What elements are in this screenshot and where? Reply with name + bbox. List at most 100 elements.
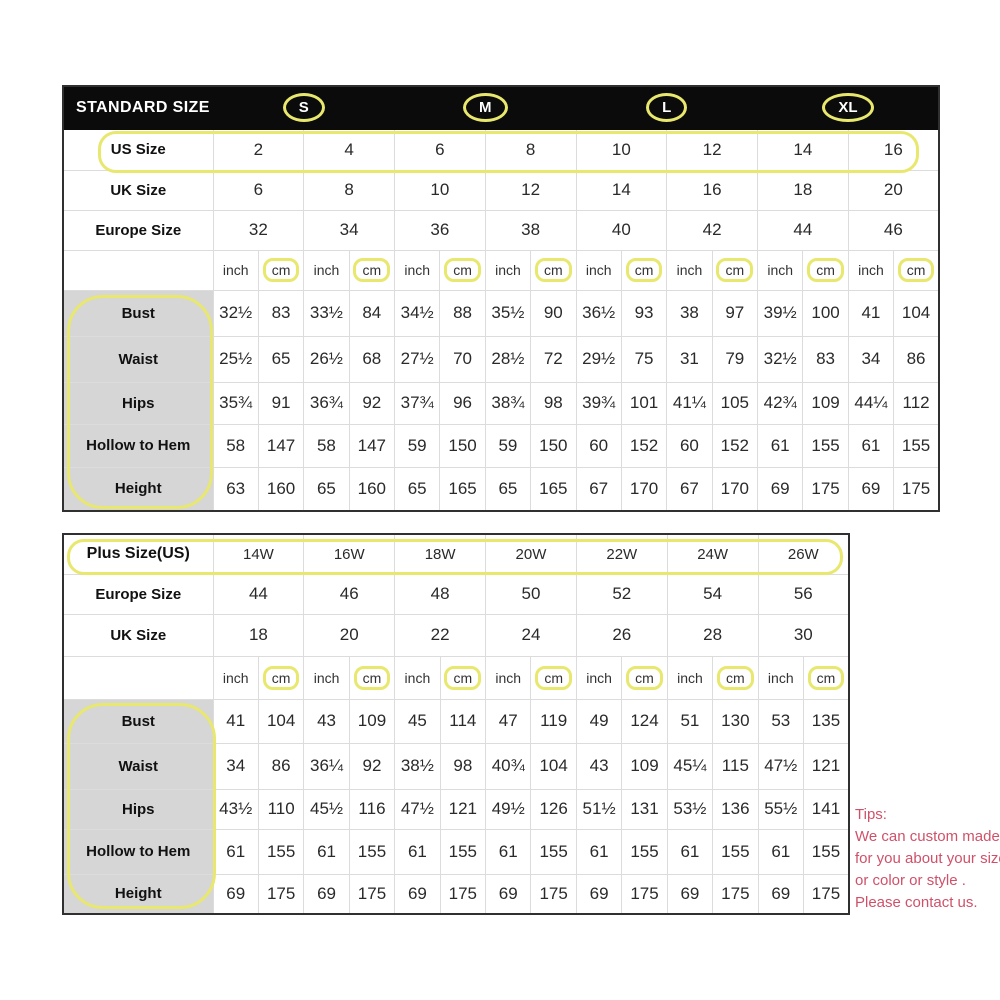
cm-highlight-box: cm [807,665,845,690]
row-label-europe-size: Europe Size [62,209,214,251]
measure-inch-cell: 69 [575,873,623,915]
measure-inch-cell: 33½ [303,289,350,337]
measure-cm-cell: 147 [348,423,396,468]
cm-highlight-box: cm [444,665,482,690]
cm-highlight-box: cm [534,258,572,282]
measure-cm-cell: 110 [257,788,305,830]
cm-highlight-box: cm [807,258,844,282]
inch-unit-cell: inch [393,249,441,291]
measure-inch-cell: 58 [303,423,350,468]
size-value-cell: 40 [575,209,668,251]
size-value-cell: 48 [394,573,487,615]
inch-unit-cell: inch [575,249,622,291]
size-value-cell: 6 [212,169,305,211]
size-group-cell: XL [757,85,940,130]
hips-row: Hips 35¾ 91 36¾ 92 37¾ 96 38¾ 98 39¾ 101 41¼ 105 42¾… [62,381,940,425]
measure-cm-cell: 104 [530,742,577,790]
tips-line: or color or style . [855,872,966,889]
measure-inch-cell: 35½ [484,289,532,337]
measure-inch-cell: 38¾ [484,381,532,425]
measure-cm-cell: 131 [621,788,668,830]
measure-inch-cell: 39¾ [575,381,622,425]
size-value-cell: 14 [757,128,849,171]
measure-cm-cell: 165 [439,466,486,512]
measure-inch-cell: 69 [757,873,804,915]
measure-cm-cell: 160 [257,466,305,512]
size-value-cell: 10 [575,128,668,171]
size-value-cell: 14W [212,533,305,575]
measure-cm-cell: 93 [620,289,668,337]
tips-line: Please contact us. [855,894,978,911]
hollow-to-hem-row: Hollow to Hem 58 147 58 147 59 150 59 150 60 152 6… [62,423,940,468]
cm-unit-cell: cm [802,249,849,291]
measure-inch-cell: 40¾ [485,742,532,790]
size-group-cell: L [575,85,758,130]
measure-inch-cell: 69 [212,873,259,915]
size-group-oval: M [463,93,508,123]
inch-unit-cell: inch [756,249,804,291]
waist-row: Waist 25½ 65 26½ 68 27½ 70 28½ 72 29½ 75 31 79 32½ 83… [62,335,940,383]
height-row: Height 63 160 65 160 65 165 65 165 67 170 67 170 69 1… [62,466,940,512]
measure-inch-cell: 44¼ [847,381,895,425]
size-value-cell: 20 [303,613,396,657]
measure-cm-cell: 160 [348,466,396,512]
size-group-cell: S [212,85,395,130]
tips-title: Tips: [855,806,887,823]
size-value-cell: 36 [394,209,486,251]
standard-header-row: STANDARD SIZE S M L XL [62,85,940,130]
size-value-cell: 38 [484,209,577,251]
measure-inch-cell: 29½ [575,335,622,383]
size-value-cell: 26W [757,533,850,575]
size-value-cell: 24 [485,613,577,657]
measure-cm-cell: 90 [530,289,577,337]
standard-size-title: STANDARD SIZE [62,85,214,130]
measure-inch-cell: 59 [393,423,441,468]
measure-inch-cell: 51½ [575,788,623,830]
inch-unit-cell: inch [847,249,895,291]
measure-cm-cell: 175 [893,466,940,512]
size-value-cell: 8 [303,169,395,211]
cm-unit-cell: cm [439,249,486,291]
inch-unit-cell: inch [212,249,259,291]
size-value-cell: 18W [394,533,487,575]
tips-note: Tips: We can custom made for you about yo… [855,804,1000,914]
measure-cm-cell: 98 [439,742,487,790]
size-value-cell: 14 [575,169,668,211]
plus-size-row: Plus Size(US) 14W 16W 18W 20W 22W 24W 26W [62,533,850,575]
inch-unit-cell: inch [212,655,259,700]
size-value-cell: 52 [575,573,668,615]
row-label-hollow-to-hem: Hollow to Hem [62,423,214,468]
measure-inch-cell: 26½ [303,335,350,383]
measure-inch-cell: 61 [212,828,259,875]
measure-inch-cell: 63 [212,466,259,512]
inch-unit-cell: inch [394,655,441,700]
measure-cm-cell: 141 [802,788,850,830]
measure-inch-cell: 61 [303,828,350,875]
inch-unit-cell: inch [303,655,350,700]
measure-cm-cell: 175 [530,873,577,915]
measure-cm-cell: 152 [711,423,759,468]
measure-inch-cell: 69 [847,466,895,512]
measure-inch-cell: 28½ [484,335,532,383]
measure-cm-cell: 135 [802,698,850,744]
measure-cm-cell: 155 [257,828,305,875]
unit-row-label-cell [62,655,214,700]
measure-inch-cell: 58 [212,423,259,468]
measure-inch-cell: 61 [666,828,714,875]
measure-inch-cell: 36½ [575,289,622,337]
size-value-cell: 6 [394,128,486,171]
measure-cm-cell: 124 [621,698,668,744]
measure-inch-cell: 36¼ [303,742,350,790]
measure-cm-cell: 104 [257,698,305,744]
unit-row-label-cell [62,249,214,291]
measure-inch-cell: 38 [666,289,713,337]
measure-inch-cell: 42¾ [756,381,804,425]
size-value-cell: 18 [212,613,305,657]
measure-inch-cell: 61 [757,828,804,875]
measure-inch-cell: 47½ [757,742,804,790]
measure-inch-cell: 35¾ [212,381,259,425]
cm-highlight-box: cm [262,258,300,282]
cm-unit-cell: cm [257,249,305,291]
cm-unit-cell: cm [620,249,668,291]
inch-unit-cell: inch [485,655,532,700]
